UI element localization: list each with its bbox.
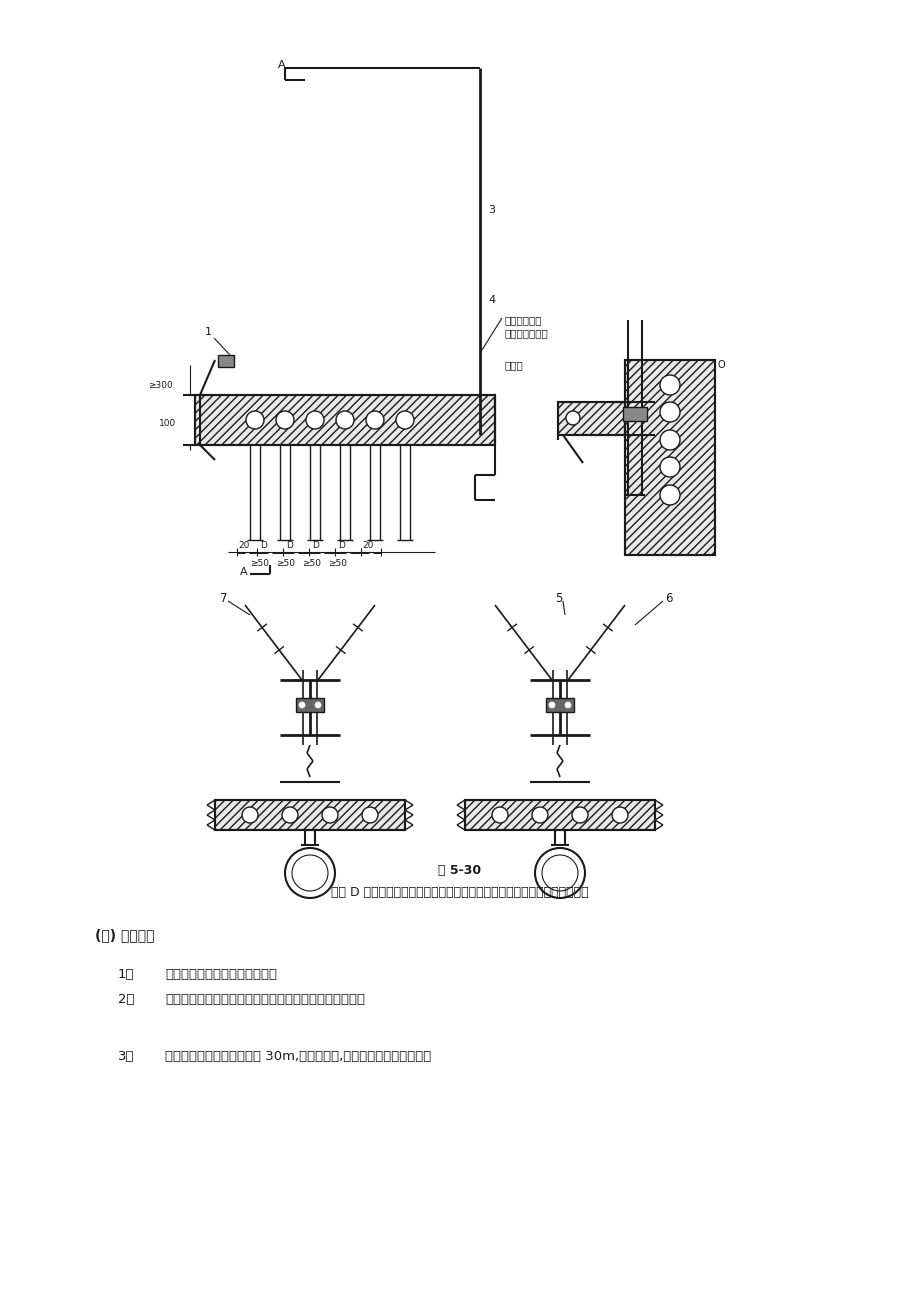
- Circle shape: [611, 807, 628, 824]
- Circle shape: [659, 457, 679, 477]
- Text: ≥50: ≥50: [250, 559, 269, 569]
- Text: D: D: [312, 540, 319, 549]
- Text: O: O: [717, 360, 725, 369]
- Text: 桥架与支架之间固定采用螺栓。: 桥架与支架之间固定采用螺栓。: [165, 968, 277, 981]
- Text: 1、: 1、: [118, 968, 134, 981]
- Text: ≥50: ≥50: [328, 559, 347, 569]
- Circle shape: [395, 411, 414, 429]
- Text: 5: 5: [554, 592, 562, 605]
- Text: 100: 100: [159, 419, 176, 428]
- Circle shape: [306, 411, 323, 429]
- Text: 6: 6: [664, 592, 672, 605]
- Text: A: A: [240, 567, 247, 578]
- Text: 3: 3: [487, 206, 494, 215]
- Circle shape: [291, 855, 328, 891]
- Circle shape: [366, 411, 383, 429]
- Bar: [215, 800, 404, 830]
- Circle shape: [531, 807, 548, 824]
- Circle shape: [299, 703, 305, 708]
- Text: A: A: [278, 60, 285, 70]
- Circle shape: [564, 703, 571, 708]
- Circle shape: [335, 411, 354, 429]
- Circle shape: [492, 807, 507, 824]
- Circle shape: [549, 703, 554, 708]
- Text: D: D: [260, 540, 267, 549]
- Text: 火堵料或石棉绳: 火堵料或石棉绳: [505, 328, 548, 338]
- Text: 20: 20: [362, 540, 373, 549]
- Text: 桥架与钢管之间连接采用专用锁母固定，并有跨接地线。: 桥架与钢管之间连接采用专用锁母固定，并有跨接地线。: [165, 993, 365, 1006]
- Circle shape: [659, 375, 679, 396]
- Circle shape: [322, 807, 337, 824]
- Circle shape: [565, 411, 579, 425]
- Text: 3、: 3、: [118, 1050, 134, 1063]
- Bar: [218, 355, 233, 367]
- Text: 7: 7: [220, 592, 227, 605]
- Circle shape: [659, 402, 679, 422]
- Text: (三) 桥架安装: (三) 桥架安装: [95, 928, 154, 942]
- Circle shape: [572, 807, 587, 824]
- Text: ≥50: ≥50: [302, 559, 321, 569]
- Bar: [464, 800, 654, 830]
- Circle shape: [659, 431, 679, 450]
- Bar: [195, 396, 494, 445]
- Text: D: D: [286, 540, 293, 549]
- Text: 1: 1: [205, 327, 211, 337]
- Circle shape: [285, 848, 335, 898]
- Text: 图 5-30: 图 5-30: [438, 864, 481, 877]
- Bar: [215, 800, 404, 830]
- Text: 4: 4: [487, 295, 494, 304]
- Circle shape: [242, 807, 257, 824]
- Circle shape: [314, 703, 321, 708]
- Circle shape: [535, 848, 584, 898]
- Text: 管口内封堵防: 管口内封堵防: [505, 315, 542, 325]
- Circle shape: [245, 411, 264, 429]
- Bar: [195, 396, 494, 445]
- Bar: [622, 407, 646, 422]
- Bar: [624, 360, 714, 556]
- Bar: [558, 402, 624, 435]
- Circle shape: [659, 485, 679, 505]
- Text: ≥50: ≥50: [277, 559, 295, 569]
- Bar: [624, 360, 714, 556]
- Circle shape: [361, 807, 378, 824]
- Text: ≥300: ≥300: [147, 380, 172, 389]
- Circle shape: [541, 855, 577, 891]
- Bar: [296, 699, 323, 712]
- Text: 混凝土: 混凝土: [505, 360, 523, 369]
- Bar: [464, 800, 654, 830]
- Circle shape: [276, 411, 294, 429]
- Text: 当直线段钢制电缆桥架超过 30m,应有伸缩缝,其连接采用伸缩连接板。: 当直线段钢制电缆桥架超过 30m,应有伸缩缝,其连接采用伸缩连接板。: [165, 1050, 431, 1063]
- Bar: [545, 699, 573, 712]
- Text: D: D: [338, 540, 345, 549]
- Text: 2、: 2、: [118, 993, 134, 1006]
- Text: 图中 D 表示保护管外径。当电缆根数较多或规格较大时，可使用角钢支架。: 图中 D 表示保护管外径。当电缆根数较多或规格较大时，可使用角钢支架。: [331, 886, 588, 899]
- Circle shape: [282, 807, 298, 824]
- Bar: [558, 402, 624, 435]
- Text: 20: 20: [238, 540, 249, 549]
